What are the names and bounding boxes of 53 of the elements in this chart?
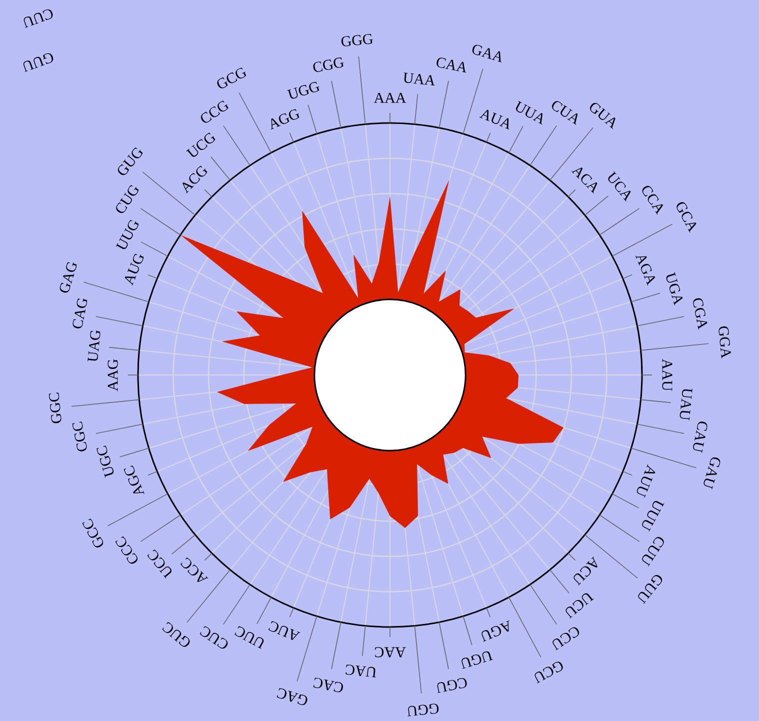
spoke-label: AGU (482, 620, 510, 642)
spoke-label: ACC (180, 557, 208, 582)
spoke-label: CGA (693, 298, 708, 330)
spoke-label: CAA (436, 58, 466, 73)
spoke-label: GGA (718, 326, 731, 359)
spoke-label: CAG (72, 298, 88, 328)
spoke-label: UAC (346, 664, 376, 678)
spoke-label: UAU (680, 388, 692, 420)
spoke-label: UUC (234, 626, 264, 649)
spoke-label: UGC (96, 446, 114, 478)
spoke-label: CGU (437, 678, 467, 694)
spoke-label: AUU (636, 464, 656, 498)
spoke-label: AAC (375, 647, 406, 658)
spoke-label: AUA (479, 110, 510, 130)
spoke-label: UAG (88, 330, 100, 362)
spoke-label: UUA (516, 100, 543, 125)
spoke-label: GUC (162, 622, 190, 647)
spoke-label: UUU (642, 500, 664, 532)
spoke-label: AAA (374, 92, 406, 103)
spoke-label: AUG (124, 254, 144, 286)
spoke-label: UGA (666, 272, 683, 306)
spoke-label: CCG (200, 100, 228, 123)
spoke-label: CUC (200, 626, 228, 649)
spoke-label: GGU (408, 704, 439, 716)
spoke-label: CGG (313, 58, 344, 72)
spoke-label: GGC (48, 392, 62, 424)
text: CUU (24, 9, 53, 28)
spoke-label: UCG (186, 132, 216, 157)
spoke-label: CGC (72, 422, 87, 452)
spoke-label: UGU (462, 651, 493, 669)
spoke-label: AGC (124, 466, 144, 494)
spoke-label: UGG (287, 82, 320, 99)
spoke-label: CAC (313, 678, 344, 692)
spoke-label: AAU (662, 358, 672, 391)
spoke-label: GCU (534, 662, 563, 684)
spoke-label: GCC (82, 518, 104, 548)
spoke-label: GAU (704, 457, 720, 490)
text: GUU (23, 53, 54, 72)
spoke-label: AGA (635, 256, 656, 286)
spoke-label: GAC (276, 688, 308, 706)
spoke-label: CAU (693, 422, 708, 453)
spoke-label: GCA (676, 202, 696, 233)
spoke-label: AUC (268, 621, 300, 640)
spoke-label: AGG (270, 109, 300, 130)
spoke-label: UAA (404, 72, 435, 86)
spoke-label: GCG (217, 68, 246, 88)
spoke-label: UUG (116, 220, 139, 250)
spoke-label: CUA (552, 101, 578, 125)
spoke-label: GAA (472, 44, 502, 62)
spoke-label: GAG (60, 262, 77, 293)
spoke-label: GGG (341, 34, 373, 46)
spoke-label: AAG (108, 359, 118, 392)
spoke-label: CCU (552, 627, 580, 650)
